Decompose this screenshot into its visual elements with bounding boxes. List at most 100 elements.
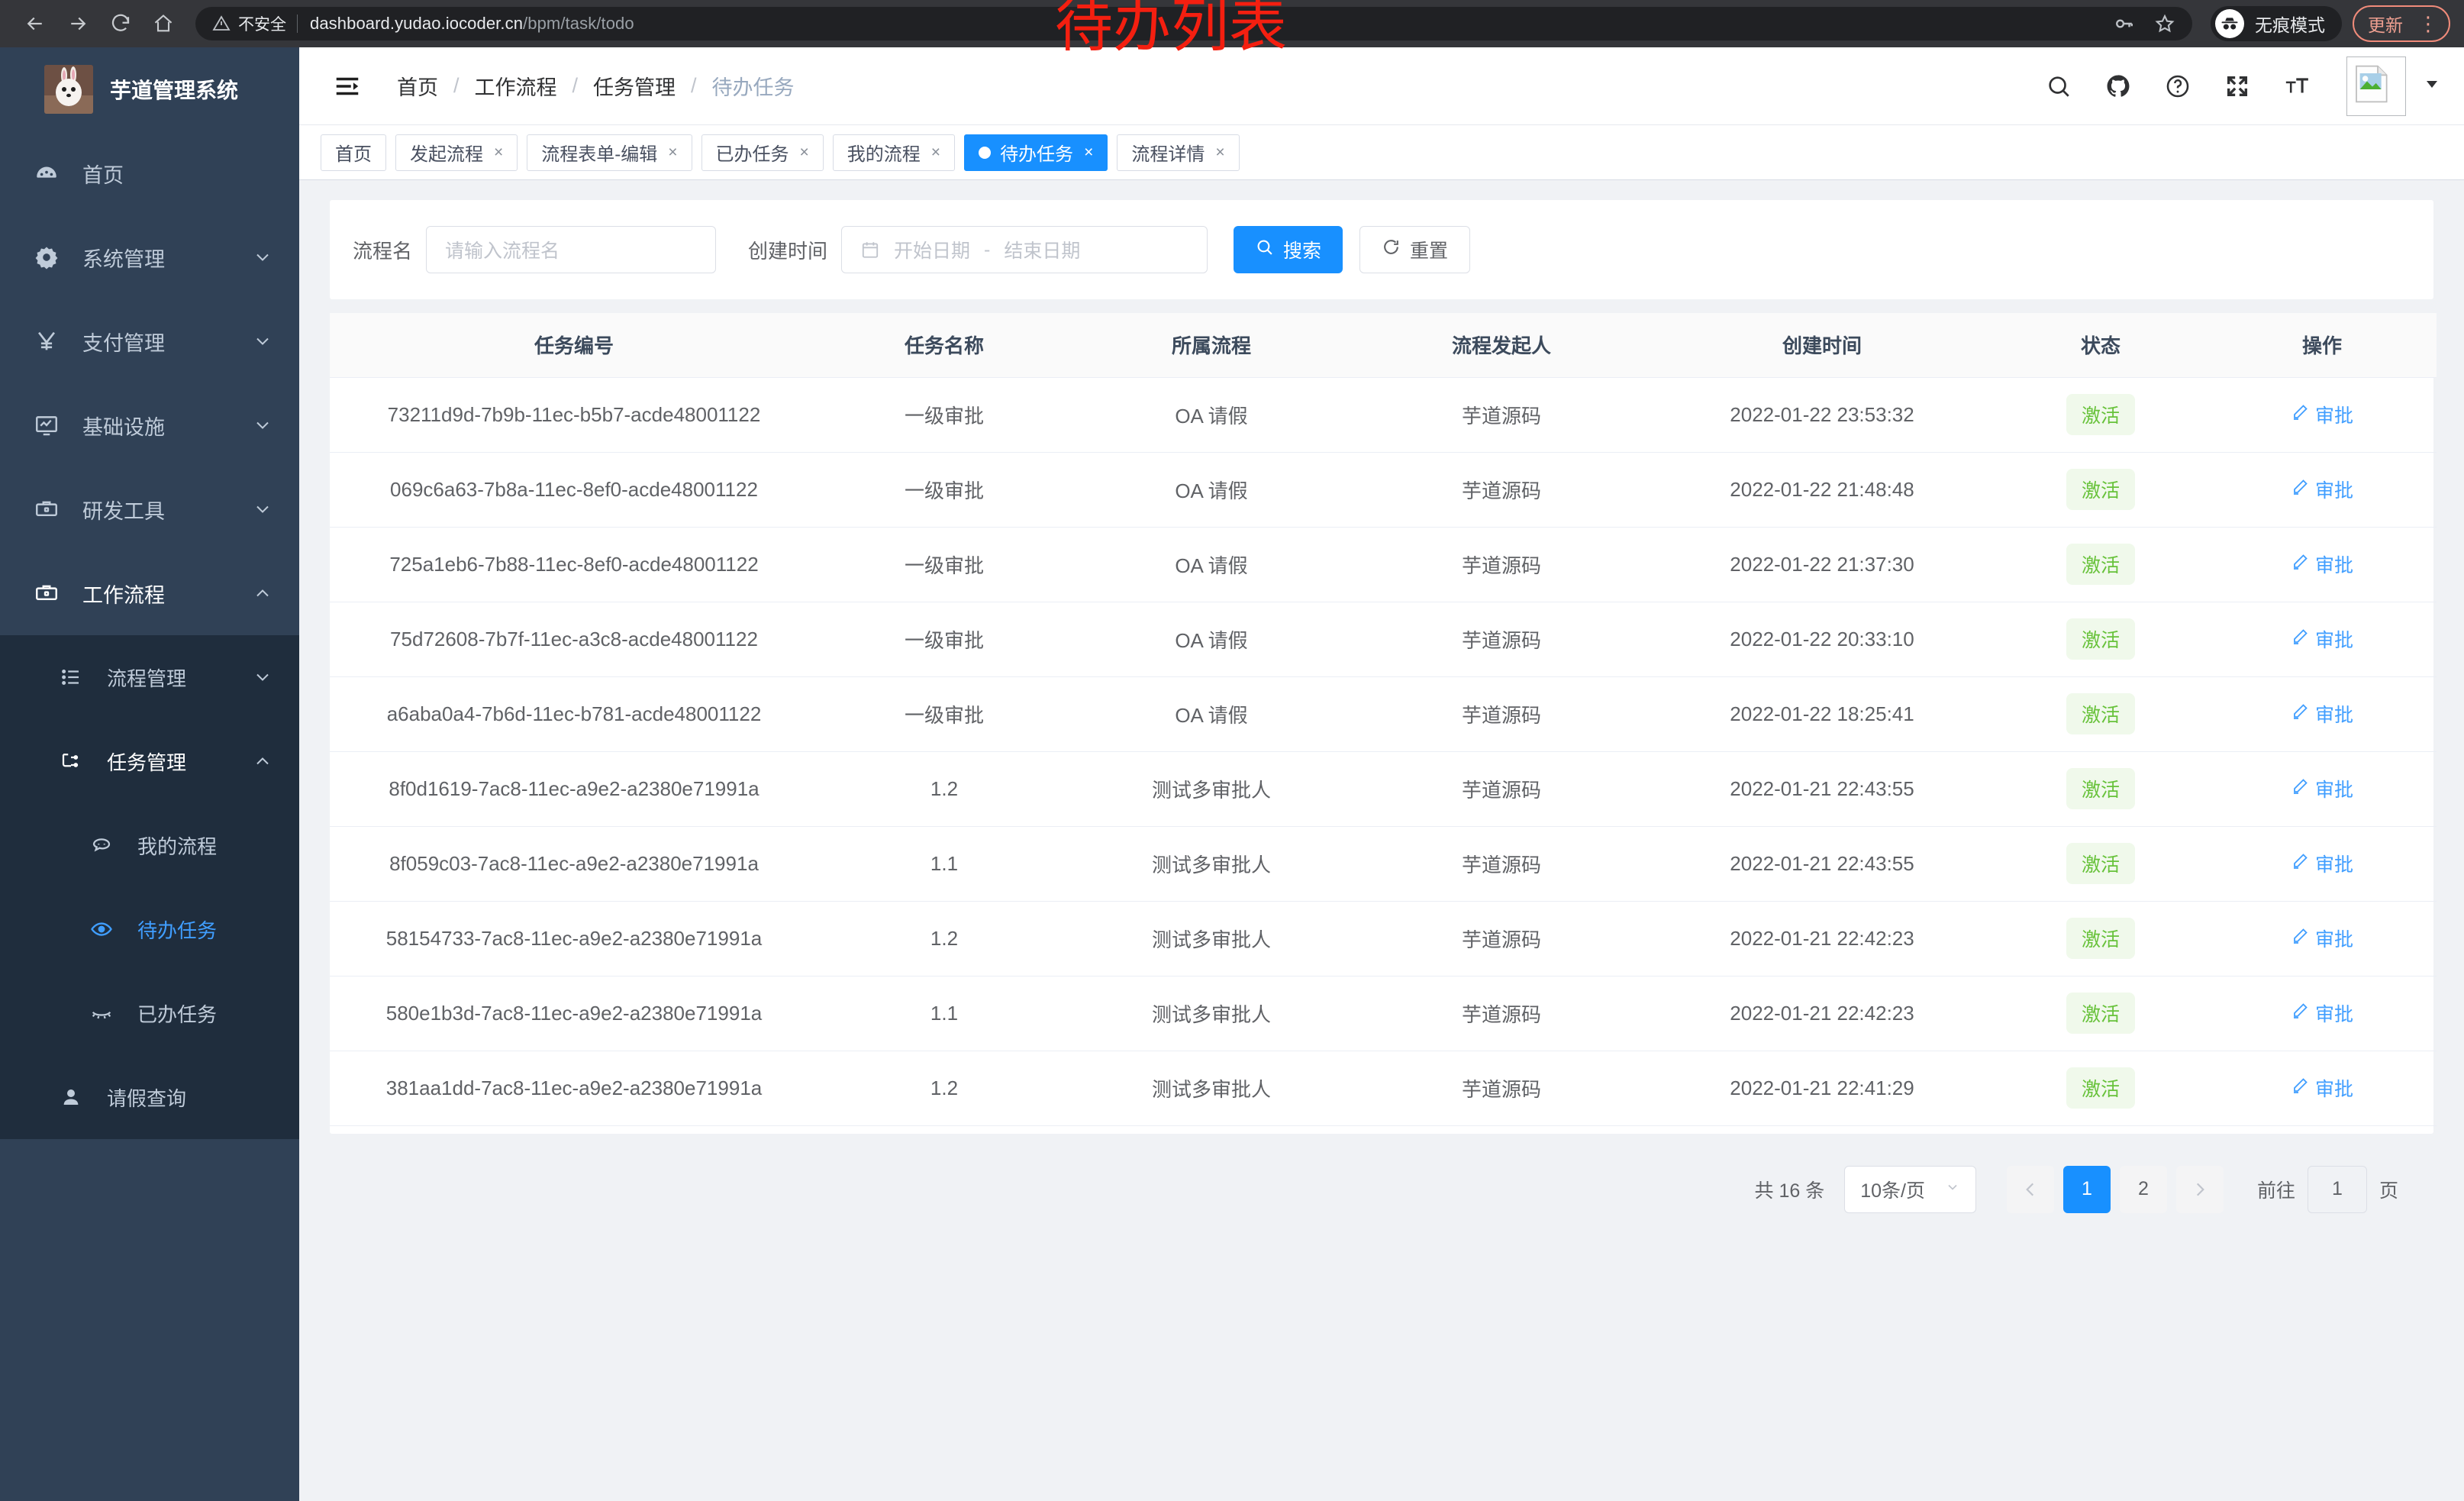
tab-process-detail[interactable]: 流程详情 × [1117, 134, 1240, 171]
sidebar-item-system[interactable]: 系统管理 [0, 215, 299, 299]
task-name-cell: 一级审批 [818, 377, 1070, 453]
page-size-select[interactable]: 10条/页 [1844, 1165, 1976, 1213]
approve-button[interactable]: 审批 [2291, 401, 2353, 428]
tab-label: 我的流程 [847, 144, 921, 165]
back-arrow-icon[interactable] [14, 2, 56, 45]
sidebar-item-done-task[interactable]: 已办任务 [0, 971, 299, 1055]
sidebar-item-my-process[interactable]: 我的流程 [0, 803, 299, 887]
help-icon[interactable] [2165, 73, 2191, 99]
task-id-cell: 75d72608-7b7f-11ec-a3c8-acde48001122 [330, 602, 818, 677]
approve-button[interactable]: 审批 [2291, 925, 2353, 952]
avatar[interactable] [2346, 56, 2406, 116]
tab-label: 首页 [335, 144, 372, 165]
search-input[interactable]: 请输入流程名 [426, 226, 717, 273]
breadcrumb-item[interactable]: 任务管理 [593, 76, 676, 99]
table-row[interactable]: 8f0d1619-7ac8-11ec-a9e2-a2380e71991a 1.2 测… [330, 751, 2437, 827]
table-row[interactable]: a6aba0a4-7b6d-11ec-b781-acde48001122 一级审批… [330, 676, 2437, 752]
github-icon[interactable] [2105, 73, 2131, 99]
create-time-cell: 2022-01-21 22:41:29 [1650, 1051, 1994, 1126]
bookmark-star-icon[interactable] [2154, 13, 2175, 34]
browser-toolbar: 不安全 dashboard.yudao.iocoder.cn/bpm/task/… [0, 0, 2464, 47]
dashboard-icon [29, 160, 64, 186]
sidebar-item-task-management[interactable]: 任务管理 [0, 719, 299, 803]
forward-arrow-icon[interactable] [56, 2, 99, 45]
approve-button[interactable]: 审批 [2291, 775, 2353, 802]
pagination-next-button[interactable] [2175, 1165, 2224, 1213]
tab-done-task[interactable]: 已办任务 × [701, 134, 824, 171]
table-row[interactable]: 381aa1dd-7ac8-11ec-a9e2-a2380e71991a 1.2 测… [330, 1051, 2437, 1126]
starter-cell: 芋道源码 [1353, 901, 1650, 976]
search-button[interactable]: 搜索 [1234, 226, 1343, 273]
table-row[interactable]: 8f059c03-7ac8-11ec-a9e2-a2380e71991a 1.1 测… [330, 826, 2437, 902]
tab-process-form-edit[interactable]: 流程表单-编辑 × [527, 134, 692, 171]
pencil-icon [2291, 852, 2309, 876]
close-icon[interactable]: × [1215, 143, 1225, 161]
task-icon [53, 750, 89, 773]
column-header-create-time: 创建时间 [1650, 313, 1994, 378]
approve-button[interactable]: 审批 [2291, 700, 2353, 728]
reset-button[interactable]: 重置 [1359, 226, 1471, 273]
sidebar-item-process-management[interactable]: 流程管理 [0, 635, 299, 719]
sidebar-item-payment[interactable]: 支付管理 [0, 299, 299, 383]
key-icon[interactable] [2114, 14, 2134, 34]
close-icon[interactable]: × [494, 143, 504, 161]
process-cell: OA 请假 [1070, 676, 1353, 752]
home-icon[interactable] [142, 2, 185, 45]
url-host: dashboard.yudao.iocoder.cn [310, 14, 524, 33]
approve-button[interactable]: 审批 [2291, 850, 2353, 877]
task-id-cell: 381aa1dd-7ac8-11ec-a9e2-a2380e71991a [330, 1051, 818, 1126]
approve-button[interactable]: 审批 [2291, 999, 2353, 1027]
tab-my-process[interactable]: 我的流程 × [832, 134, 956, 171]
table-row[interactable]: 75d72608-7b7f-11ec-a3c8-acde48001122 一级审批… [330, 602, 2437, 677]
close-icon[interactable]: × [799, 143, 809, 161]
address-bar[interactable]: 不安全 dashboard.yudao.iocoder.cn/bpm/task/… [195, 7, 2192, 40]
date-range-picker[interactable]: 开始日期 - 结束日期 [841, 226, 1208, 273]
tab-start-process[interactable]: 发起流程 × [395, 134, 518, 171]
table-row[interactable]: 580e1b3d-7ac8-11ec-a9e2-a2380e71991a 1.1 测… [330, 976, 2437, 1051]
sidebar-item-todo-task[interactable]: 待办任务 [0, 887, 299, 971]
breadcrumb-item[interactable]: 工作流程 [474, 76, 557, 99]
status-badge: 激活 [2066, 693, 2135, 734]
update-button-label[interactable]: 更新 [2368, 15, 2403, 35]
approve-button[interactable]: 审批 [2291, 625, 2353, 653]
search-icon[interactable] [2046, 73, 2072, 99]
operation-cell: 审批 [2208, 976, 2437, 1051]
close-icon[interactable]: × [668, 143, 678, 161]
browser-menu-icon[interactable]: ⋮ [2418, 11, 2438, 35]
approve-button[interactable]: 审批 [2291, 476, 2353, 503]
table-row[interactable]: 725a1eb6-7b88-11ec-8ef0-acde48001122 一级审批… [330, 527, 2437, 602]
font-size-icon[interactable] [2284, 73, 2310, 99]
sidebar-item-workflow[interactable]: 工作流程 [0, 551, 299, 635]
active-tab-dot-icon [979, 146, 992, 159]
pagination-page-2[interactable]: 2 [2119, 1165, 2167, 1213]
sidebar-item-infrastructure[interactable]: 基础设施 [0, 383, 299, 467]
approve-button[interactable]: 审批 [2291, 550, 2353, 578]
jump-page-input[interactable]: 1 [2307, 1165, 2367, 1213]
update-button-group[interactable]: 更新 ⋮ [2353, 5, 2450, 42]
tab-home[interactable]: 首页 [321, 134, 386, 171]
table-row[interactable]: 73211d9d-7b9b-11ec-b5b7-acde48001122 一级审批… [330, 377, 2437, 453]
pagination-page-1[interactable]: 1 [2062, 1165, 2111, 1213]
incognito-mode-badge[interactable]: 无痕模式 [2211, 6, 2342, 41]
task-id-cell: 069c6a63-7b8a-11ec-8ef0-acde48001122 [330, 452, 818, 528]
close-icon[interactable]: × [1084, 143, 1094, 161]
sidebar-item-label: 请假查询 [107, 1086, 187, 1110]
table-row[interactable]: 58154733-7ac8-11ec-a9e2-a2380e71991a 1.2 测… [330, 901, 2437, 976]
brand[interactable]: 芋道管理系统 [0, 47, 299, 131]
sidebar-item-devtools[interactable]: 研发工具 [0, 467, 299, 551]
breadcrumb-item[interactable]: 首页 [397, 76, 438, 99]
task-id-cell: 8f0d1619-7ac8-11ec-a9e2-a2380e71991a [330, 751, 818, 827]
pagination-prev-button[interactable] [2006, 1165, 2054, 1213]
status-badge: 激活 [2066, 843, 2135, 884]
tab-todo-task[interactable]: 待办任务 × [964, 134, 1108, 171]
chevron-down-icon [252, 667, 273, 688]
sidebar-item-home[interactable]: 首页 [0, 131, 299, 215]
table-row[interactable]: 069c6a63-7b8a-11ec-8ef0-acde48001122 一级审批… [330, 452, 2437, 528]
sidebar-item-leave-query[interactable]: 请假查询 [0, 1055, 299, 1139]
approve-button[interactable]: 审批 [2291, 1074, 2353, 1102]
chevron-down-icon[interactable] [2423, 75, 2441, 98]
hamburger-collapse-icon[interactable] [330, 69, 365, 104]
close-icon[interactable]: × [930, 143, 941, 161]
reload-icon[interactable] [99, 2, 142, 45]
fullscreen-icon[interactable] [2224, 73, 2250, 99]
